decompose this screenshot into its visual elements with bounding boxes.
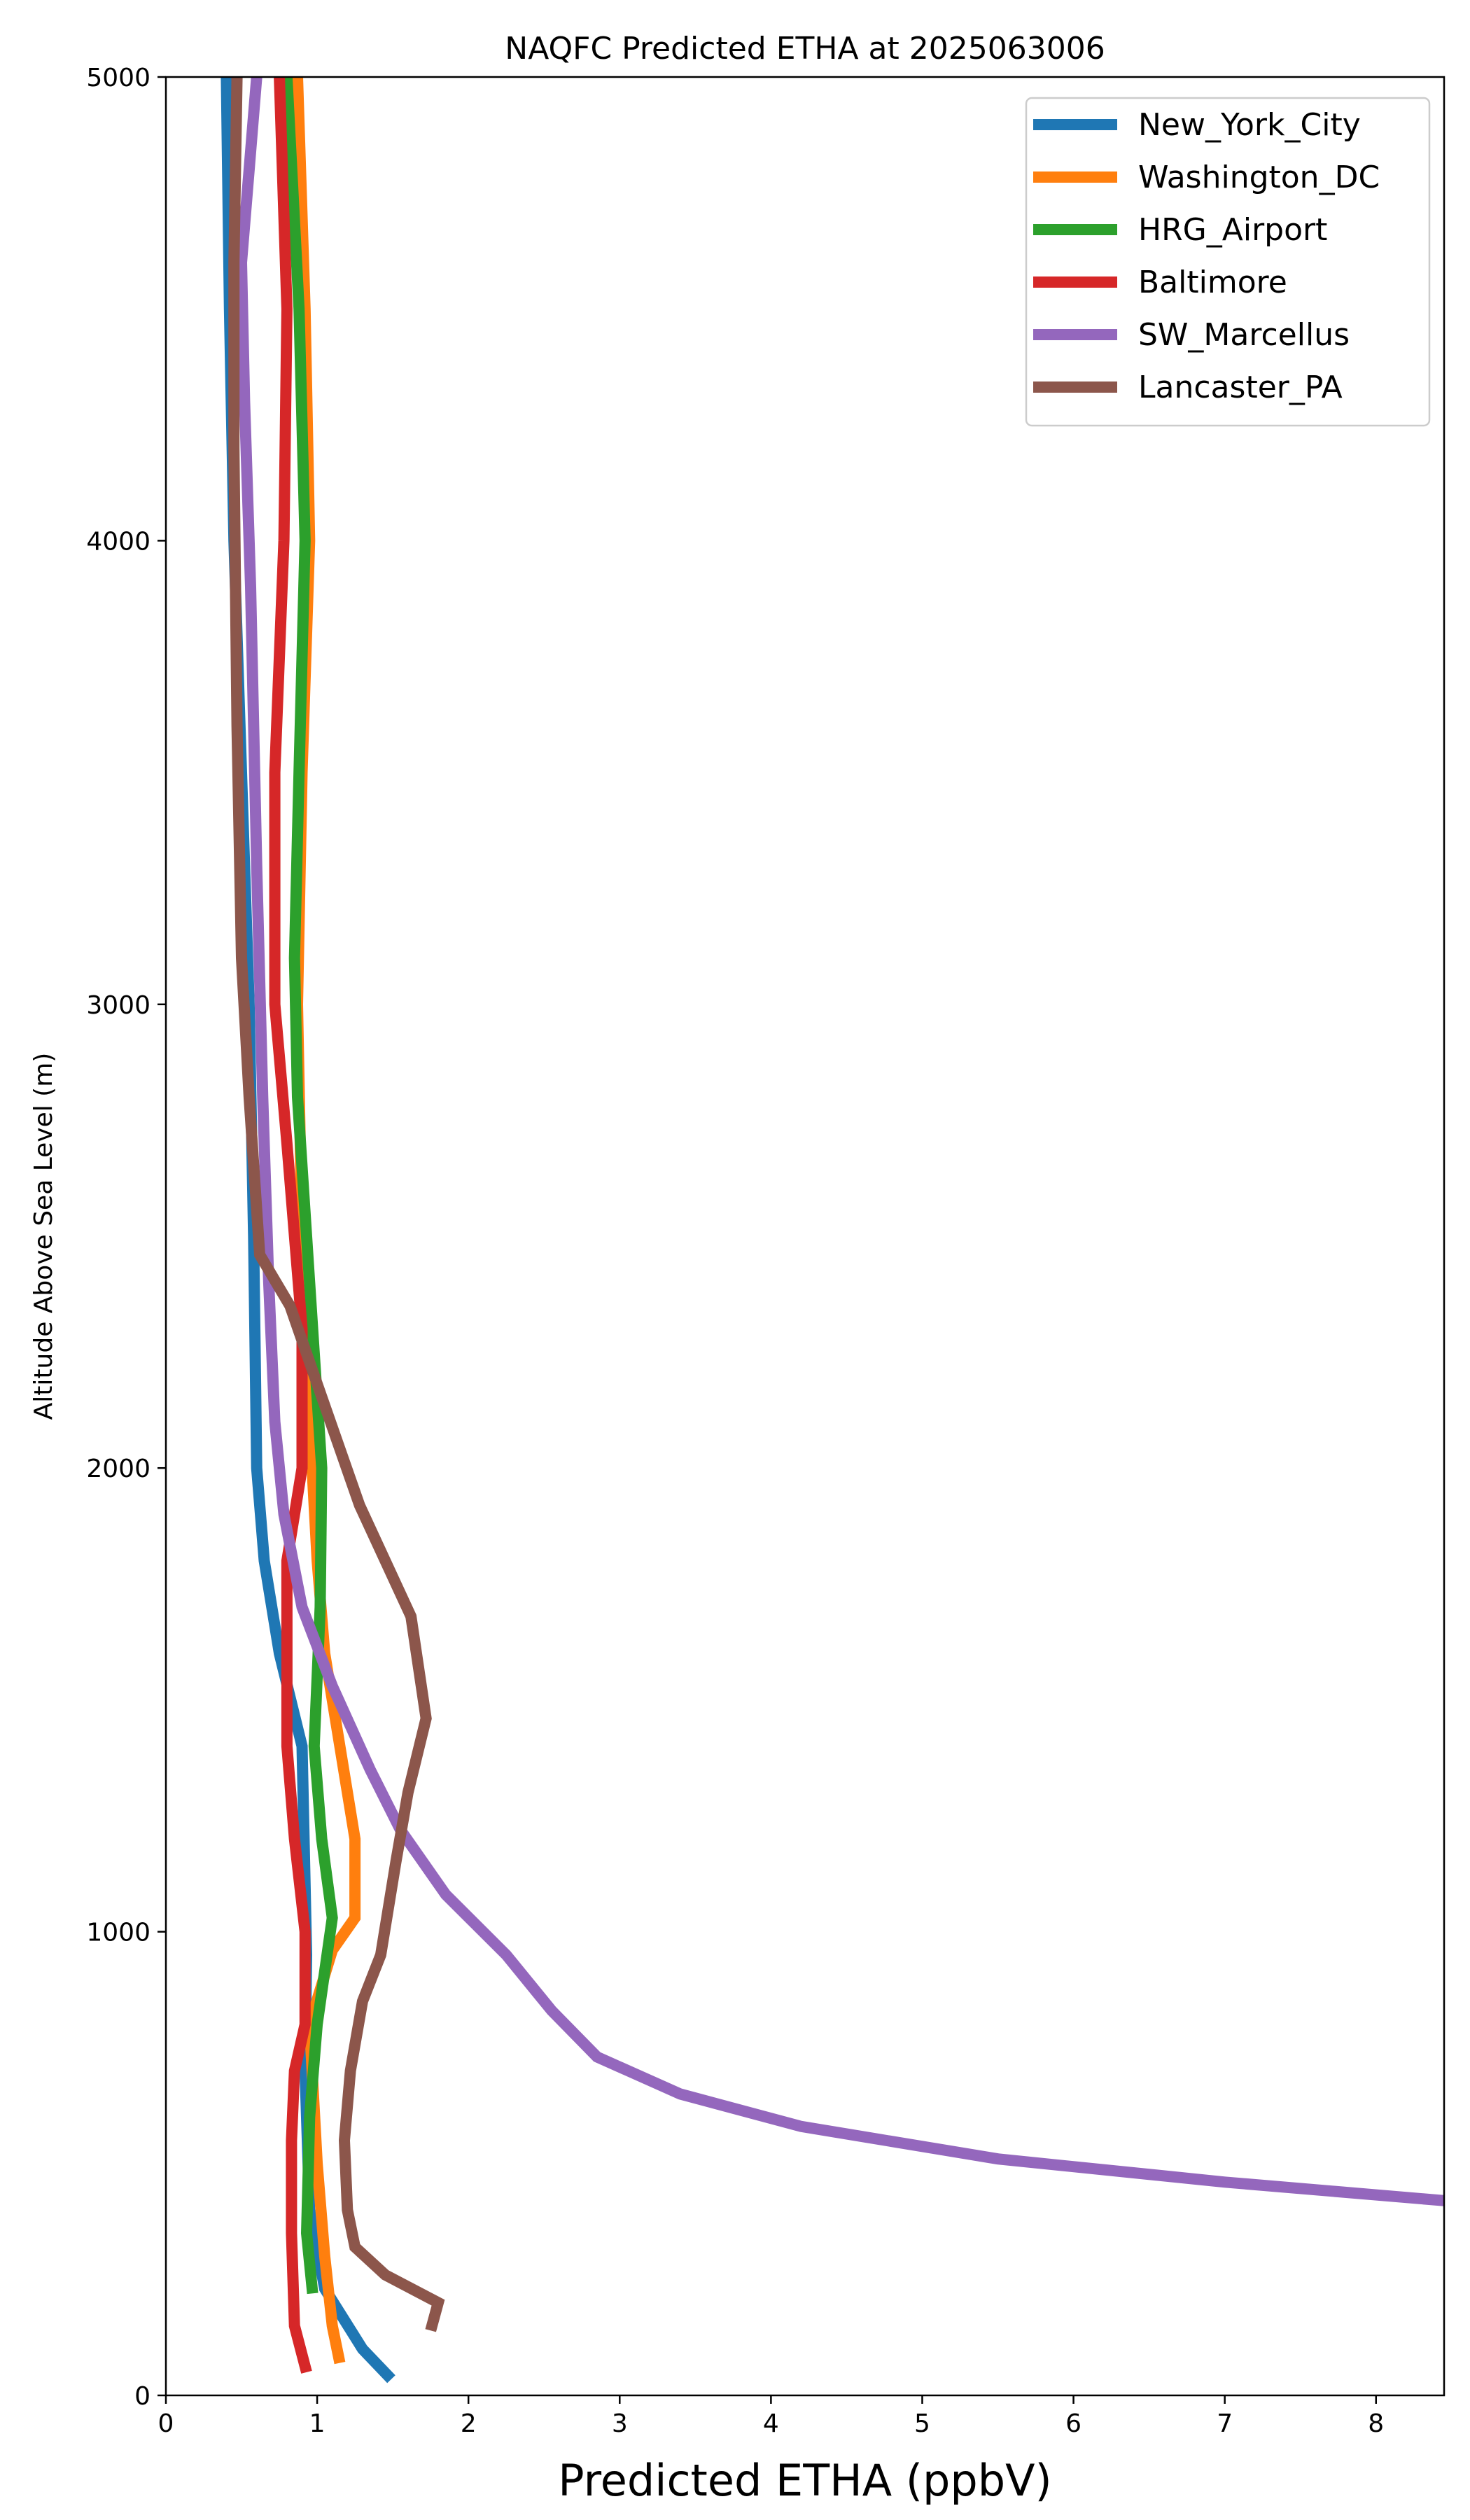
legend-label-hrg-airport: HRG_Airport: [1138, 212, 1327, 248]
chart-title: NAQFC Predicted ETHA at 2025063006: [505, 31, 1105, 66]
y-tick-label: 5000: [86, 64, 150, 92]
series-line-lancaster-pa: [228, 77, 445, 2332]
y-axis: 0 1000 2000 3000 4000 5000: [86, 64, 166, 2411]
y-tick-label: 0: [134, 2382, 150, 2411]
series-line-sw-marcellus: [235, 77, 1444, 2206]
x-tick-label: 7: [1217, 2409, 1233, 2438]
legend: New_York_City Washington_DC HRG_Airport Bal…: [1025, 97, 1431, 427]
series-line-hrg-airport: [281, 77, 338, 2295]
legend-label-sw-marcellus: SW_Marcellus: [1138, 317, 1350, 353]
x-axis-label: Predicted ETHA (ppbV): [558, 2455, 1051, 2506]
y-axis-label: Altitude Above Sea Level (m): [29, 1053, 58, 1420]
x-tick-label: 2: [461, 2409, 477, 2438]
legend-label-washington-dc: Washington_DC: [1138, 160, 1380, 195]
legend-label-lancaster-pa: Lancaster_PA: [1138, 370, 1343, 405]
legend-label-new-york-city: New_York_City: [1138, 107, 1361, 143]
x-tick-label: 4: [763, 2409, 779, 2438]
y-tick-label: 2000: [86, 1455, 150, 1483]
y-tick-label: 4000: [86, 527, 150, 556]
plot-frame: [164, 76, 1446, 2397]
x-tick-label: 5: [914, 2409, 930, 2438]
x-tick-label: 0: [158, 2409, 174, 2438]
x-tick-label: 3: [612, 2409, 628, 2438]
x-tick-label: 8: [1368, 2409, 1384, 2438]
legend-frame: [1025, 97, 1431, 427]
y-tick-label: 3000: [86, 991, 150, 1020]
x-tick-label: 1: [309, 2409, 326, 2438]
y-tick-label: 1000: [86, 1919, 150, 1947]
legend-label-baltimore: Baltimore: [1138, 265, 1287, 300]
series-line-baltimore: [269, 77, 312, 2374]
x-tick-label: 6: [1065, 2409, 1082, 2438]
x-axis: 0 1 2 3 4 5 6 7 8: [158, 2395, 1384, 2438]
series-layer: [220, 77, 1444, 2384]
